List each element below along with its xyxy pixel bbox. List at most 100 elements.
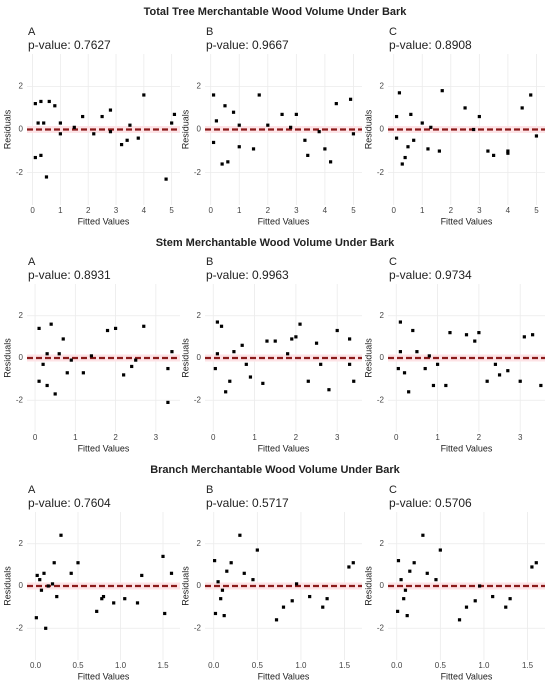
point [398,350,402,354]
point [248,375,253,379]
point [415,350,419,354]
point [50,582,55,586]
point [122,373,126,377]
y-axis-label: Residuals [363,338,373,378]
point [237,145,241,149]
point [33,155,37,160]
x-axis-label: Fitted Values [78,671,130,681]
x-tick-label: 4 [323,206,328,215]
point [294,112,298,116]
y-tick-label: 0 [380,581,385,590]
point [257,93,261,97]
y-tick-label: 0 [197,581,202,590]
point [113,326,118,330]
reference-band [205,354,362,362]
point [534,561,538,565]
x-tick-label: 0 [33,433,38,442]
p-value: p-value: 0.9963 [206,268,289,282]
point [220,588,225,592]
point [403,155,407,160]
x-axis-label: Fitted Values [441,671,493,681]
point [325,597,329,601]
x-tick-label: 1 [420,206,425,215]
point [58,121,62,125]
x-tick-label: 0.0 [208,661,220,670]
point [39,588,44,592]
y-tick-label: 0 [19,353,24,362]
point [95,609,99,613]
point [231,110,236,114]
x-tick-label: 0 [391,206,396,215]
point [228,379,232,383]
point [493,362,498,366]
y-tick-label: 2 [380,81,385,90]
x-axis-label: Fitted Values [441,216,493,226]
point [294,582,299,586]
point [37,326,41,330]
p-value: p-value: 0.8931 [28,268,111,282]
y-axis-label: Residuals [2,566,12,606]
point [76,561,80,565]
x-tick-label: 2 [266,206,271,215]
point [530,565,534,569]
point [491,594,495,599]
x-tick-label: 1 [73,433,78,442]
point [223,104,227,108]
x-tick-label: 1.0 [478,661,490,670]
y-tick-label: 2 [380,539,385,548]
x-tick-label: 0.5 [72,661,84,670]
point [36,121,40,125]
x-axis-label: Fitted Values [258,443,310,453]
point [306,153,310,157]
point [348,362,352,366]
point [497,373,502,377]
point [426,147,430,151]
x-tick-label: 3 [518,433,523,442]
x-tick-label: 1.0 [115,661,127,670]
point [164,177,168,181]
point [45,383,49,388]
y-tick-label: -2 [194,168,202,177]
point [323,147,327,151]
panel-label: B [206,26,213,38]
point [273,339,277,343]
point [444,383,448,388]
point [163,611,167,616]
panel-label: C [389,256,397,268]
point [448,331,452,335]
point [38,578,42,582]
y-tick-label: 0 [19,125,24,134]
x-tick-label: 1 [58,206,63,215]
point [534,134,539,138]
point [255,548,259,552]
point [45,352,49,356]
point [281,605,286,609]
point [219,597,223,601]
point [409,112,413,116]
point [134,358,138,362]
point [406,145,410,149]
point [290,337,294,341]
point [213,366,217,371]
point [211,93,216,97]
point [440,89,444,93]
point [242,571,246,575]
x-tick-label: 2 [477,433,482,442]
y-tick-label: 0 [197,353,202,362]
point [238,533,242,537]
reference-band [388,126,545,133]
x-tick-label: 3 [294,206,299,215]
point [335,328,339,333]
y-axis-label: Residuals [363,109,373,149]
point [348,97,353,101]
point [49,322,53,326]
point [142,93,146,97]
x-tick-label: 5 [534,206,539,215]
point [220,162,224,166]
point [123,597,127,601]
x-tick-label: 2 [86,206,91,215]
panel-label: A [28,256,36,268]
x-tick-label: 0 [208,206,213,215]
